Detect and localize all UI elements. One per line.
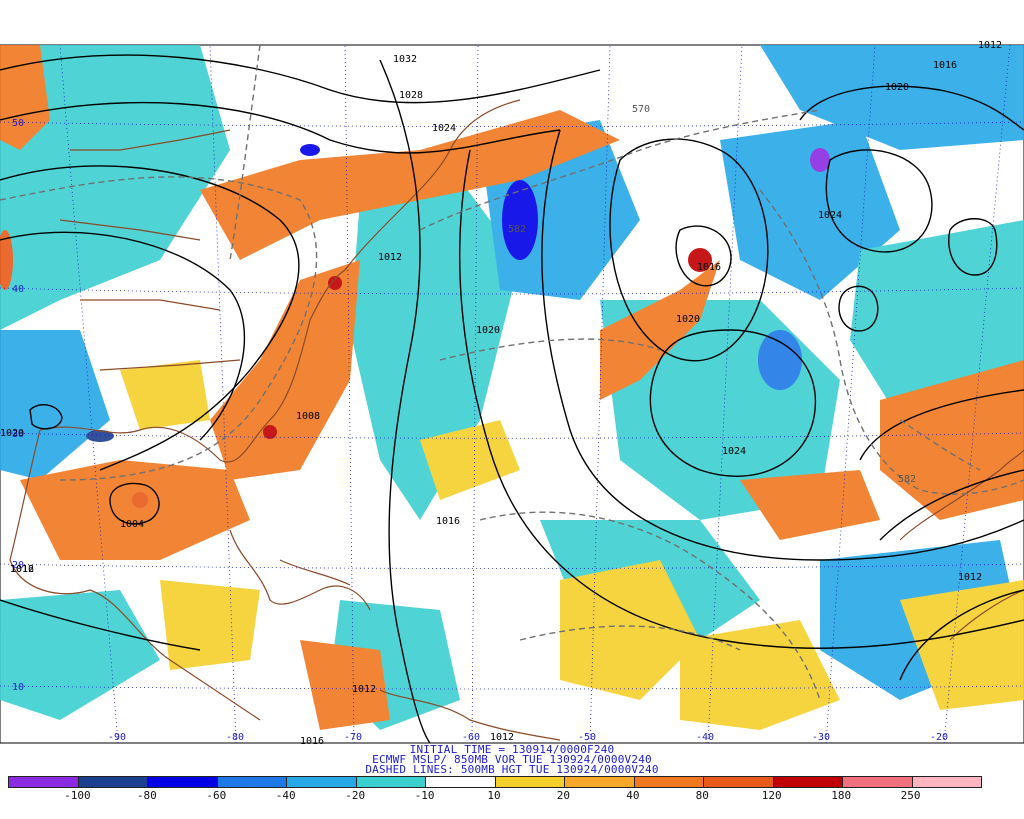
height-label: 570	[632, 104, 650, 115]
lon-label: -60	[462, 732, 480, 743]
isobar-label: 1020	[885, 82, 909, 93]
isobar-label: 1012	[378, 252, 402, 263]
legend-swatch	[356, 777, 426, 787]
legend-swatch	[634, 777, 704, 787]
isobar-label: 1032	[393, 54, 417, 65]
isobars	[0, 54, 1024, 744]
legend-tick-label: 10	[487, 789, 501, 802]
lon-label: -20	[930, 732, 948, 743]
caption-initial-time: INITIAL TIME = 130914/0000F240	[409, 743, 615, 756]
isobar-labels: 1032 1028 1024 1020 1016 1012 1008 1004 …	[0, 40, 1002, 747]
legend-tick-label: 20	[556, 789, 571, 802]
legend-tick-label: 250	[900, 789, 921, 802]
isobar-label: 1016	[300, 736, 324, 747]
lon-label: -30	[812, 732, 830, 743]
isobar-label: 1012	[490, 732, 514, 743]
height-label: 582	[898, 474, 916, 485]
legend-tick-label: -60	[206, 789, 227, 802]
lat-label: 10	[12, 682, 24, 693]
legend-tick-label: -10	[414, 789, 435, 802]
legend-swatch	[287, 777, 357, 787]
lat-label: 20	[12, 560, 24, 571]
lon-labels: -90 -80 -70 -60 -50 -40 -30 -20	[108, 732, 948, 743]
legend-tick-label: 40	[626, 789, 640, 802]
isobar-label: 1020	[476, 325, 500, 336]
lat-label: 30	[12, 429, 24, 440]
isobar-label: 1012	[352, 684, 376, 695]
isobar-label: 1028	[399, 90, 423, 101]
isobar-label: 1024	[818, 210, 842, 221]
legend-swatch	[773, 777, 843, 787]
legend-tick-label: -100	[64, 789, 91, 802]
legend-swatch	[9, 777, 79, 787]
legend-swatch	[912, 777, 981, 787]
legend-swatch	[148, 777, 218, 787]
color-legend	[8, 776, 982, 788]
caption-product: ECMWF MSLP/ 850MB VOR TUE 130924/0000V24…	[372, 753, 652, 766]
isobar-label: 1012	[10, 564, 34, 575]
isobar-label: 1016	[697, 262, 721, 273]
legend-tick-label: 80	[695, 789, 709, 802]
isobar-label: 1016	[10, 564, 34, 575]
legend-tick-label: 120	[761, 789, 782, 802]
isobar-label: 1024	[432, 123, 456, 134]
lat-lon-grid	[0, 44, 1024, 744]
legend-swatch	[495, 777, 565, 787]
isobar-label: 1016	[436, 516, 460, 527]
lon-label: -50	[578, 732, 596, 743]
lat-label: 50	[12, 118, 24, 129]
legend-swatch	[78, 777, 148, 787]
isobar-label: 1020	[0, 428, 24, 439]
lon-label: -80	[226, 732, 244, 743]
lat-labels: 50 40 30 20 10	[12, 118, 24, 693]
isobar-label: 1016	[933, 60, 957, 71]
caption-dashed-lines: DASHED LINES: 500MB HGT TUE 130924/0000V…	[365, 763, 659, 776]
lon-label: -90	[108, 732, 126, 743]
height-labels: 570 582 582	[508, 104, 916, 485]
legend-tick-label: 180	[831, 789, 852, 802]
lon-label: -70	[344, 732, 362, 743]
legend-tick-label: -80	[136, 789, 157, 802]
legend-swatch	[843, 777, 913, 787]
lon-label: -40	[696, 732, 714, 743]
legend-swatch	[426, 777, 496, 787]
isobar-label: 1008	[296, 411, 320, 422]
coastlines	[9, 99, 1024, 741]
legend-swatch	[217, 777, 287, 787]
legend-swatch	[704, 777, 774, 787]
isobar-label: 1012	[978, 40, 1002, 51]
legend-tick-label: -40	[275, 789, 296, 802]
height-label: 582	[508, 224, 526, 235]
legend-tick-label: -20	[345, 789, 366, 802]
lat-label: 40	[12, 284, 24, 295]
isobar-label: 1012	[958, 572, 982, 583]
isobar-label: 1024	[722, 446, 746, 457]
legend-swatch	[565, 777, 635, 787]
isobar-label: 1020	[676, 314, 700, 325]
isobar-label: 1004	[120, 519, 144, 530]
height-contours	[0, 44, 1024, 701]
